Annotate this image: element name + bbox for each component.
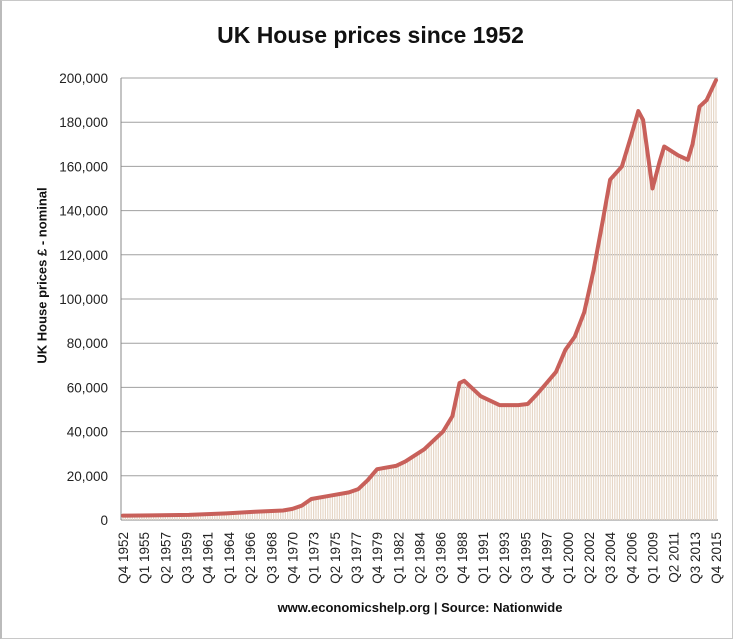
data-point [650, 187, 654, 190]
x-tick-label: Q2 2002 [582, 532, 597, 584]
y-tick-label: 140,000 [59, 204, 108, 219]
y-tick-label: 120,000 [59, 248, 108, 263]
y-tick-label: 100,000 [59, 292, 108, 307]
x-tick-label: Q2 1966 [243, 532, 258, 584]
y-tick-label: 180,000 [59, 115, 108, 130]
data-point [479, 394, 483, 398]
x-tick-label: Q3 1959 [180, 532, 195, 584]
data-point [705, 98, 709, 102]
data-point [121, 514, 125, 518]
y-tick-label: 20,000 [67, 469, 108, 484]
x-tick-label: Q3 1968 [264, 532, 279, 584]
data-point [629, 133, 633, 137]
data-point [403, 459, 407, 463]
data-point [441, 430, 445, 434]
data-point [356, 487, 360, 491]
data-point [535, 392, 539, 396]
data-point [698, 105, 702, 109]
x-tick-label: Q4 2015 [709, 532, 724, 584]
x-tick-label: Q2 1957 [158, 532, 173, 584]
data-point [662, 145, 666, 149]
x-tick-label: Q3 1977 [349, 532, 364, 584]
x-tick-label: Q3 1986 [434, 532, 449, 584]
x-tick-label: Q2 2011 [667, 532, 682, 583]
data-point [300, 504, 304, 508]
x-tick-label: Q1 1991 [476, 532, 491, 584]
y-tick-label: 80,000 [67, 336, 108, 351]
data-point [636, 109, 640, 113]
data-point [573, 335, 577, 339]
data-point [690, 142, 694, 146]
data-point [601, 217, 605, 221]
x-tick-label: Q4 1988 [455, 532, 470, 584]
data-point [422, 447, 426, 451]
data-point [658, 160, 662, 164]
data-point [328, 494, 332, 498]
data-point [290, 507, 294, 511]
x-tick-label: Q4 1952 [116, 532, 131, 584]
data-point [620, 164, 624, 168]
x-tick-label: Q1 2000 [561, 532, 576, 584]
y-tick-label: 160,000 [59, 159, 108, 174]
data-point [526, 402, 530, 406]
y-tick-label: 60,000 [67, 380, 108, 395]
y-tick-label: 40,000 [67, 425, 108, 440]
data-point [281, 508, 285, 512]
data-point [225, 511, 229, 515]
x-tick-label: Q1 1982 [391, 532, 406, 584]
x-tick-label: Q1 1973 [307, 532, 322, 584]
x-tick-label: Q2 1984 [413, 532, 428, 584]
chart-title: UK House prices since 1952 [217, 22, 524, 48]
x-tick-label: Q4 1961 [201, 532, 216, 584]
data-point [462, 379, 466, 383]
data-point [582, 310, 586, 314]
x-tick-label: Q1 1955 [137, 532, 152, 584]
x-tick-label: Q4 1979 [370, 532, 385, 584]
data-point [253, 510, 257, 514]
y-tick-label: 200,000 [59, 71, 108, 86]
x-tick-label: Q3 2004 [603, 532, 618, 584]
data-point [641, 118, 645, 122]
x-tick-label: Q4 2006 [624, 532, 639, 584]
x-tick-label: Q3 2013 [688, 532, 703, 584]
data-point [498, 403, 502, 407]
data-point [563, 348, 567, 352]
x-tick-label: Q3 1995 [518, 532, 533, 584]
data-point [347, 490, 351, 494]
data-point [714, 78, 718, 82]
data-point [366, 478, 370, 482]
x-tick-label: Q4 1970 [285, 532, 300, 584]
data-point [676, 153, 680, 157]
data-point [592, 268, 596, 272]
data-point [516, 403, 520, 407]
x-tick-label: Q2 1993 [497, 532, 512, 584]
data-point [187, 513, 191, 517]
x-tick-label: Q2 1975 [328, 532, 343, 584]
x-tick-label: Q1 2009 [645, 532, 660, 584]
x-tick-label: Q4 1997 [540, 532, 555, 584]
x-axis-title: www.economicshelp.org | Source: Nationwi… [277, 600, 563, 615]
data-point [394, 464, 398, 468]
data-point [458, 381, 462, 385]
data-point [686, 158, 690, 162]
data-point [554, 370, 558, 374]
y-tick-label: 0 [100, 513, 108, 528]
data-point [608, 178, 612, 182]
data-point [375, 467, 379, 471]
data-point [545, 381, 549, 385]
data-point [309, 497, 313, 501]
data-point [450, 414, 454, 418]
data-point [149, 513, 153, 517]
x-tick-label: Q1 1964 [222, 532, 237, 584]
